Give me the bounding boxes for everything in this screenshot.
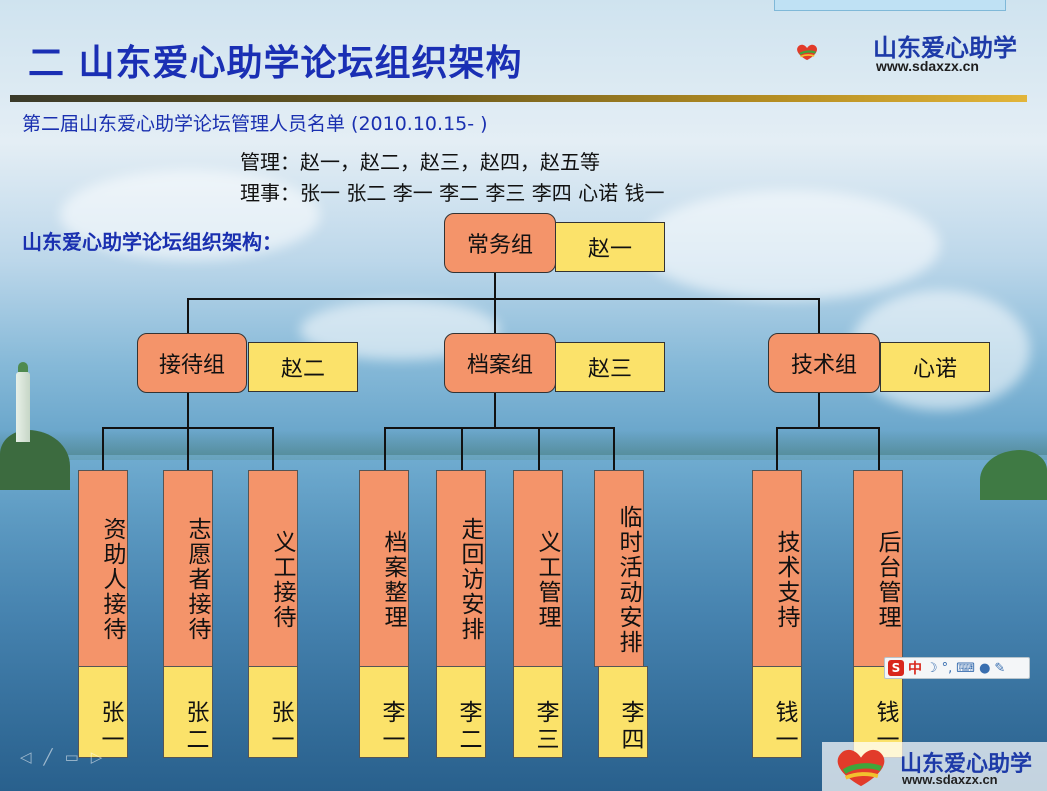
person-box: 张一 [78, 666, 128, 758]
team-box: 档案整理 [359, 470, 409, 667]
person-box: 李三 [513, 666, 563, 758]
org-section-label: 山东爱心助学论坛组织架构： [22, 230, 282, 254]
punctuation-icon[interactable]: °, [941, 660, 953, 676]
pen-icon[interactable]: ╱ [43, 748, 53, 766]
footer-heart-icon [837, 749, 885, 787]
prev-slide-icon[interactable]: ◁ [20, 748, 32, 766]
connector-line [384, 427, 614, 429]
keyboard-icon[interactable]: ⌨ [956, 660, 976, 676]
user-icon[interactable]: ● [979, 660, 991, 676]
roster-subtitle: 第二届山东爱心助学论坛管理人员名单 (2010.10.15- ) [22, 113, 488, 135]
connector-line [187, 298, 819, 300]
footer-logo-name: 山东爱心助学 [900, 752, 1033, 777]
person-box: 张二 [163, 666, 213, 758]
connector-line [187, 427, 189, 471]
team-box: 义工接待 [248, 470, 298, 667]
root-group-box: 常务组 [444, 213, 556, 273]
connector-line [613, 427, 615, 471]
island-right [980, 450, 1047, 500]
ime-logo-icon[interactable]: S [888, 660, 904, 676]
person-box: 张一 [248, 666, 298, 758]
connector-line [272, 427, 274, 471]
person-box: 李一 [359, 666, 409, 758]
title-divider [10, 95, 1027, 102]
connector-line [102, 427, 104, 471]
slideshow-controls[interactable]: ◁ ╱ ▭ ▷ [20, 748, 102, 766]
connector-line [384, 427, 386, 471]
team-box: 资助人接待 [78, 470, 128, 667]
next-slide-icon[interactable]: ▷ [90, 748, 103, 766]
team-box: 义工管理 [513, 470, 563, 667]
connector-line [878, 427, 880, 471]
connector-line [494, 273, 496, 299]
ime-toolbar[interactable]: S 中 ☽ °, ⌨ ● ✎ [884, 657, 1030, 679]
team-box: 临时活动安排 [594, 470, 644, 667]
moon-icon[interactable]: ☽ [926, 660, 938, 676]
connector-line [187, 298, 189, 334]
connector-line [494, 392, 496, 428]
connector-line [776, 427, 880, 429]
cloud [60, 170, 320, 260]
team-box: 技术支持 [752, 470, 802, 667]
connector-line [818, 298, 820, 334]
ime-mode-toggle[interactable]: 中 [908, 661, 922, 677]
connector-line [776, 427, 778, 471]
group-box-tech: 技术组 [768, 333, 880, 393]
lighthouse [16, 362, 30, 442]
connector-line [461, 427, 463, 471]
team-box: 后台管理 [853, 470, 903, 667]
managers-line: 管理：赵一，赵二，赵三，赵四，赵五等 [240, 150, 600, 174]
logo-url: www.sdaxzx.cn [876, 58, 979, 74]
footer-logo-url: www.sdaxzx.cn [902, 772, 998, 787]
root-leader-box: 赵一 [555, 222, 665, 272]
group-box-reception: 接待组 [137, 333, 247, 393]
connector-line [538, 427, 540, 471]
logo-name: 山东爱心助学 [873, 34, 1017, 62]
group-leader-box: 赵二 [248, 342, 358, 392]
connector-line [187, 392, 189, 428]
team-box: 走回访安排 [436, 470, 486, 667]
group-box-archives: 档案组 [444, 333, 556, 393]
connector-line [818, 392, 820, 428]
directors-line: 理事：张一 张二 李一 李二 李三 李四 心诺 钱一 [240, 181, 665, 205]
connector-line [494, 298, 496, 334]
group-leader-box: 心诺 [880, 342, 990, 392]
wrench-icon[interactable]: ✎ [994, 660, 1006, 676]
group-leader-box: 赵三 [555, 342, 665, 392]
person-box: 李二 [436, 666, 486, 758]
team-box: 志愿者接待 [163, 470, 213, 667]
logo-heart-icon [797, 44, 818, 61]
person-box: 钱一 [752, 666, 802, 758]
slide-title: 二 山东爱心助学论坛组织架构 [28, 42, 523, 84]
menu-icon[interactable]: ▭ [64, 748, 79, 766]
cloud [640, 190, 940, 300]
top-tab [774, 0, 1006, 11]
person-box: 李四 [598, 666, 648, 758]
